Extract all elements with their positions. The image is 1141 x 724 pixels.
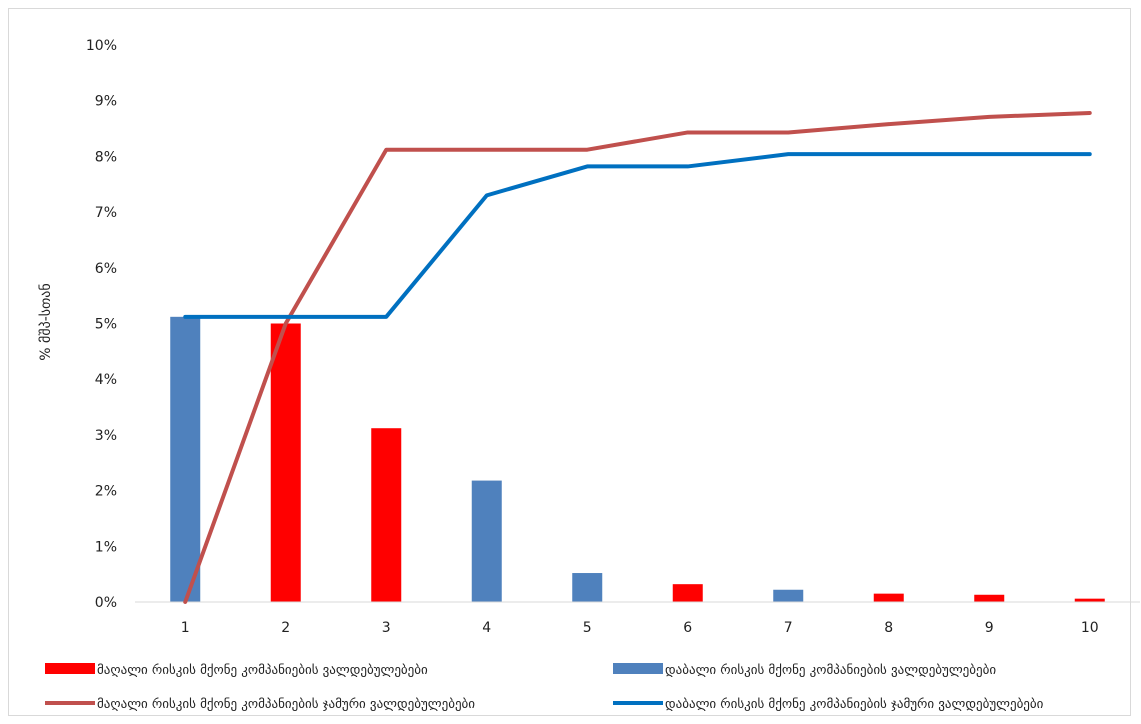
bar-series-0-8 [873, 593, 904, 602]
legend-label: მაღალი რისკის მქონე კომპანიების ჯამური ვ… [97, 697, 475, 712]
x-ticks: 1 2 3 4 5 6 7 8 9 10 [181, 620, 1099, 636]
line-series-2 [183, 110, 1092, 604]
x-tick-label: 4 [482, 620, 491, 636]
legend-swatch [613, 663, 663, 674]
bar-series-1-5 [572, 573, 603, 602]
y-tick-label: 9% [95, 94, 117, 110]
y-tick-label: 8% [95, 149, 117, 165]
y-tick-label: 10% [86, 38, 117, 54]
x-tick-label: 5 [583, 620, 592, 636]
x-tick-label: 7 [784, 620, 793, 636]
y-tick-label: 4% [95, 372, 117, 388]
y-tick-label: 6% [95, 261, 117, 277]
bar-series-1-4 [471, 480, 502, 602]
bar-series-0-2 [270, 323, 301, 602]
x-tick-label: 6 [683, 620, 692, 636]
lines [183, 110, 1092, 604]
x-tick-label: 8 [884, 620, 893, 636]
legend-swatch [45, 663, 95, 674]
y-tick-label: 1% [95, 539, 117, 555]
legend-label: დაბალი რისკის მქონე კომპანიების ვალდებულ… [665, 663, 996, 678]
y-tick-label: 0% [95, 595, 117, 611]
x-tick-label: 3 [382, 620, 391, 636]
legend: მაღალი რისკის მქონე კომპანიების ვალდებულ… [45, 663, 1044, 712]
bar-series-0-6 [672, 584, 703, 602]
x-tick-label: 1 [181, 620, 190, 636]
bar-series-0-3 [371, 428, 402, 602]
bar-series-0-10 [1074, 598, 1105, 602]
bar-series-0-9 [974, 594, 1005, 602]
bar-series-1-1 [170, 316, 201, 602]
y-tick-label: 5% [95, 317, 117, 333]
x-tick-label: 10 [1081, 620, 1099, 636]
y-tick-label: 2% [95, 484, 117, 500]
bar-series-1-7 [773, 589, 804, 602]
legend-label: მაღალი რისკის მქონე კომპანიების ვალდებულ… [97, 663, 428, 678]
line-series-3 [183, 152, 1092, 319]
y-ticks: 0% 1% 2% 3% 4% 5% 6% 7% 8% 9% 10% [86, 38, 117, 611]
y-axis-label: % მშპ-სთან [38, 283, 54, 360]
y-tick-label: 3% [95, 428, 117, 444]
legend-label: დაბალი რისკის მქონე კომპანიების ჯამური ვ… [665, 697, 1044, 712]
y-tick-label: 7% [95, 205, 117, 221]
x-tick-label: 9 [985, 620, 994, 636]
x-tick-label: 2 [281, 620, 290, 636]
bars [170, 316, 1105, 602]
